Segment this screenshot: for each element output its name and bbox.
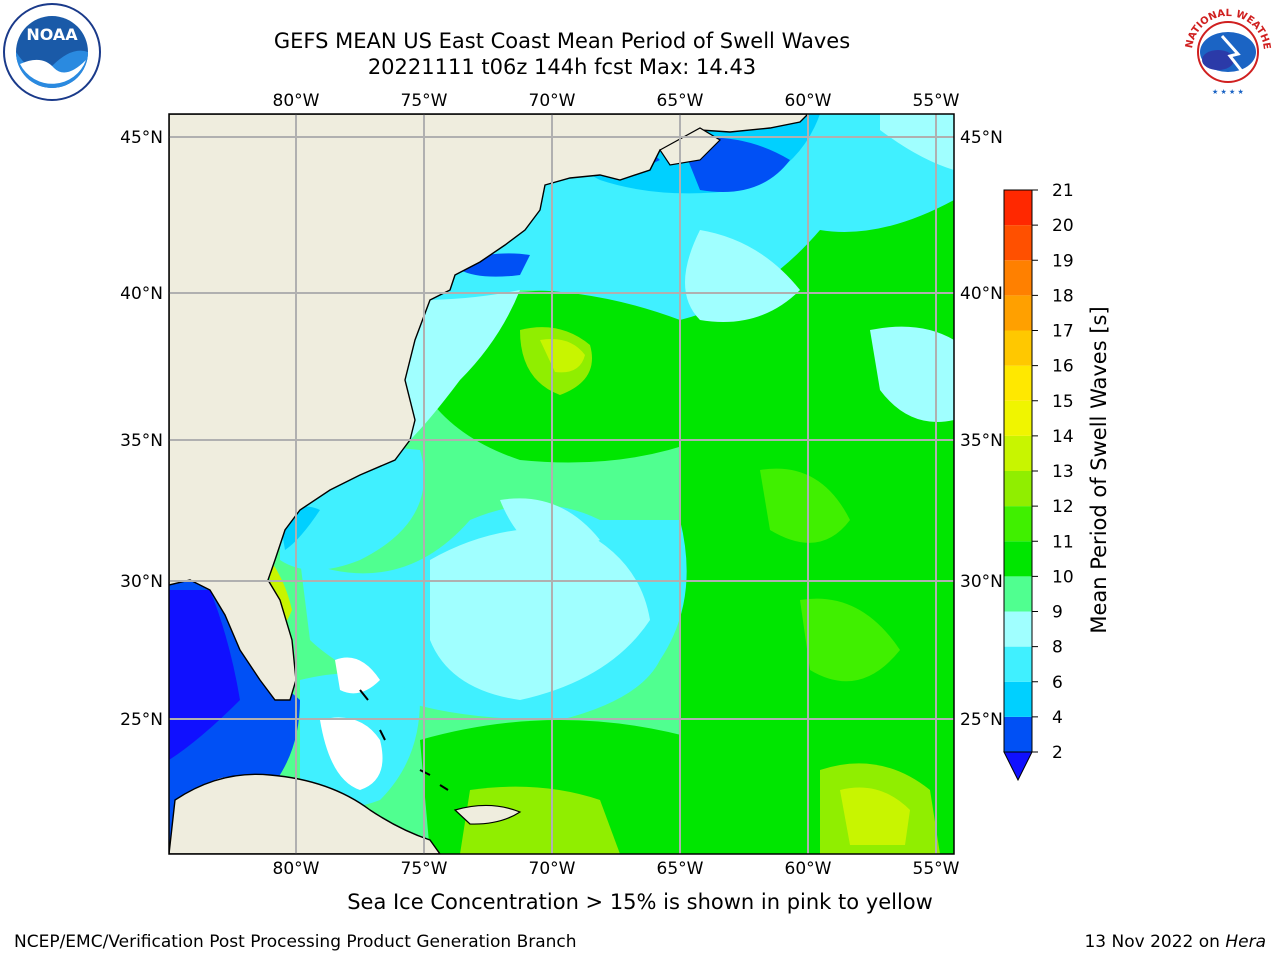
- lon-label-top: 80°W: [273, 91, 320, 111]
- lon-label-top: 60°W: [785, 91, 832, 111]
- production-date: 13 Nov 2022 on Hera: [1084, 932, 1266, 952]
- lat-label-right: 40°N: [960, 284, 1003, 304]
- colorbar-tick-label: 2: [1052, 743, 1063, 763]
- producer-credit: NCEP/EMC/Verification Post Processing Pr…: [14, 932, 577, 952]
- lon-label-top: 55°W: [913, 91, 960, 111]
- colorbar-tick-label: 21: [1052, 181, 1074, 201]
- colorbar-tick-label: 20: [1052, 216, 1074, 236]
- lon-label-bottom: 70°W: [529, 859, 576, 879]
- colorbar-tick-label: 17: [1052, 322, 1074, 342]
- colorbar-segment: [1004, 681, 1032, 717]
- lat-label-right: 45°N: [960, 128, 1003, 148]
- lon-label-bottom: 75°W: [401, 859, 448, 879]
- map-frame: [168, 113, 955, 855]
- colorbar-segment: [1004, 400, 1032, 436]
- colorbar-tick-label: 19: [1052, 251, 1074, 271]
- colorbar-segment: [1004, 471, 1032, 507]
- chart-subtitle: 20221111 t06z 144h fcst Max: 14.43: [367, 55, 757, 79]
- colorbar-label: Mean Period of Swell Waves [s]: [1087, 306, 1111, 633]
- host-name: Hera: [1225, 932, 1266, 952]
- colorbar-tick-label: 16: [1052, 357, 1074, 377]
- lat-label-left: 35°N: [120, 431, 163, 451]
- lat-label-left: 45°N: [120, 128, 163, 148]
- lon-label-top: 65°W: [657, 91, 704, 111]
- colorbar-segment: [1004, 646, 1032, 682]
- colorbar-tick-label: 11: [1052, 532, 1074, 552]
- colorbar-segment: [1004, 295, 1032, 331]
- lon-label-top: 75°W: [401, 91, 448, 111]
- colorbar-segment: [1004, 225, 1032, 261]
- cuba: [169, 773, 441, 854]
- colorbar-tick-label: 9: [1052, 603, 1063, 623]
- colorbar-segment: [1004, 365, 1032, 401]
- lat-label-left: 25°N: [120, 710, 163, 730]
- colorbar-tick-label: 4: [1052, 708, 1063, 728]
- colorbar-segment: [1004, 716, 1032, 752]
- svg-text:★ ★ ★ ★: ★ ★ ★ ★: [1212, 88, 1244, 96]
- colorbar-under-arrow: [1003, 751, 1033, 782]
- colorbar-segment: [1004, 435, 1032, 471]
- colorbar-tick-label: 10: [1052, 567, 1074, 587]
- colorbar-segment: [1004, 330, 1032, 366]
- chart-title: GEFS MEAN US East Coast Mean Period of S…: [273, 29, 851, 53]
- colorbar-segment: [1004, 506, 1032, 542]
- colorbar-tick-label: 15: [1052, 392, 1074, 412]
- lat-label-right: 25°N: [960, 710, 1003, 730]
- lon-label-bottom: 60°W: [785, 859, 832, 879]
- land-mass: [169, 114, 809, 854]
- colorbar: 2 4 6 8 9 10 11 12 13 14 15 16 17 18 19 20 21: [1003, 181, 1074, 782]
- hispaniola: [453, 804, 522, 825]
- noaa-logo: NOAA: [3, 3, 101, 101]
- lat-label-right: 35°N: [960, 431, 1003, 451]
- lon-label-bottom: 80°W: [273, 859, 320, 879]
- noaa-logo-text: NOAA: [26, 25, 78, 44]
- colorbar-tick-label: 14: [1052, 427, 1074, 447]
- colorbar-segment: [1004, 611, 1032, 647]
- colorbar-segment: [1004, 260, 1032, 296]
- colorbar-tick-label: 6: [1052, 673, 1063, 693]
- colorbar-tick-label: 8: [1052, 638, 1063, 658]
- colorbar-segment: [1004, 576, 1032, 612]
- colorbar-tick-label: 18: [1052, 286, 1074, 306]
- lat-label-left: 30°N: [120, 572, 163, 592]
- lon-label-top: 70°W: [529, 91, 576, 111]
- colorbar-segment: [1004, 541, 1032, 577]
- lat-label-right: 30°N: [960, 572, 1003, 592]
- sea-ice-note: Sea Ice Concentration > 15% is shown in …: [347, 890, 933, 914]
- colorbar-tick-label: 12: [1052, 497, 1074, 517]
- lat-label-left: 40°N: [120, 284, 163, 304]
- colorbar-segment: [1004, 190, 1032, 226]
- colorbar-tick-label: 13: [1052, 462, 1074, 482]
- lon-label-bottom: 65°W: [657, 859, 704, 879]
- lon-label-bottom: 55°W: [913, 859, 960, 879]
- graticule: [169, 114, 954, 854]
- nws-logo: NATIONAL WEATHER SERVICE ★ ★ ★ ★: [1178, 2, 1275, 99]
